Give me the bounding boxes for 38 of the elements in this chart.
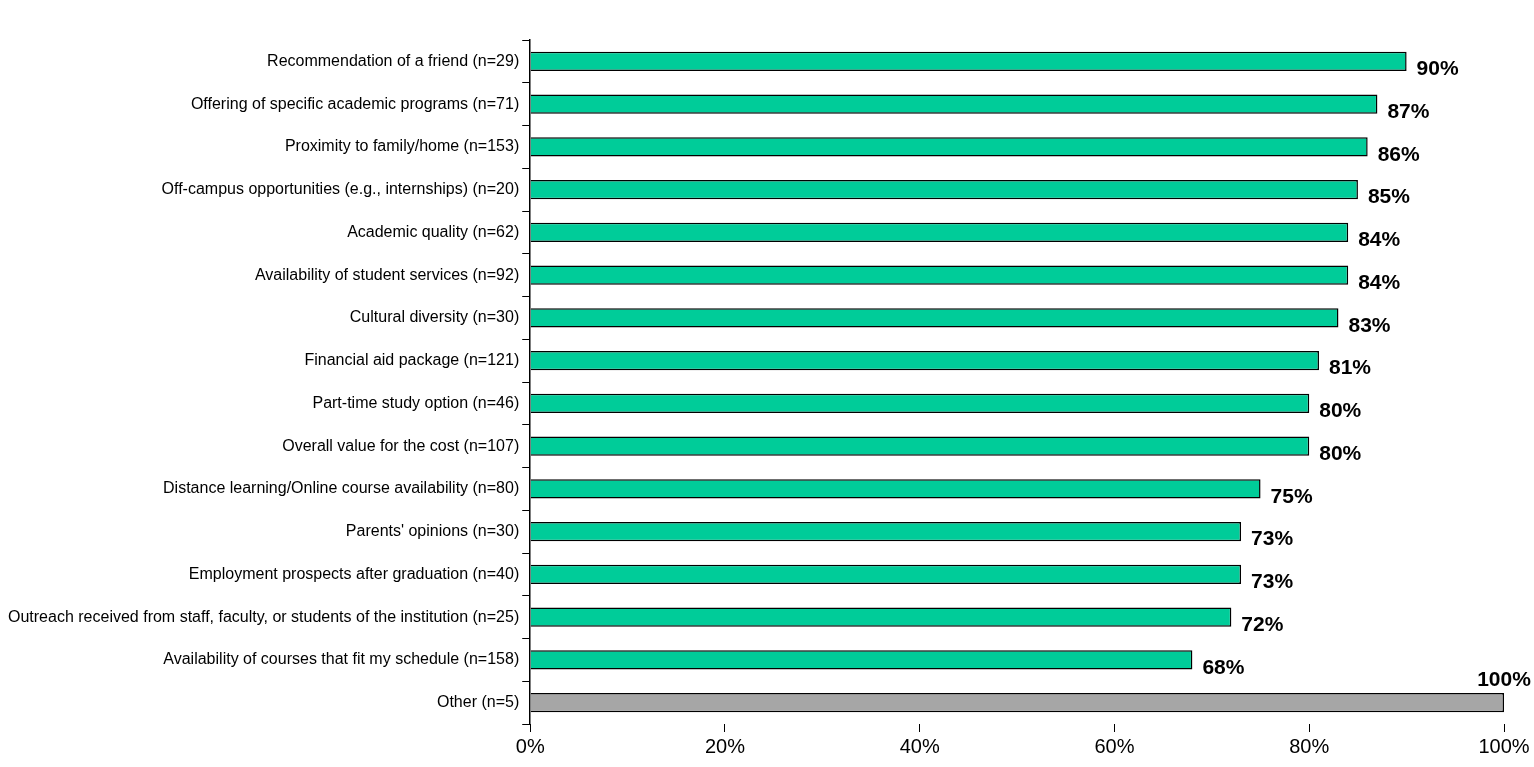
y-tick-label: Cultural diversity (n=30) (349, 308, 520, 326)
y-tick-label: Other (n=5) (436, 693, 520, 711)
y-tick-label: Offering of specific academic programs (n=71) (190, 94, 520, 112)
data-label: 83% (1348, 312, 1391, 336)
y-tick-label: Off-campus opportunities (e.g., internships) (n=20) (161, 180, 520, 198)
data-label: 84% (1358, 269, 1401, 293)
y-tick-label: Parents' opinions (n=30) (345, 522, 520, 540)
y-tick-label: Recommendation of a friend (n=29) (267, 51, 520, 69)
y-tick-label: Overall value for the cost (n=107) (282, 436, 520, 454)
x-tick-label: 40% (899, 734, 940, 757)
y-tick-label: Proximity to family/home (n=153) (284, 137, 520, 155)
y-tick-label: Financial aid package (n=121) (304, 351, 520, 369)
data-label: 84% (1358, 227, 1401, 251)
data-label: 100% (1477, 666, 1532, 690)
y-tick-label: Distance learning/Online course availability (n=80) (163, 479, 520, 497)
data-label: 73% (1251, 569, 1294, 593)
y-tick-label: Availability of courses that fit my schedule (n=158) (163, 650, 520, 668)
data-label: 86% (1377, 141, 1421, 165)
data-label: 80% (1319, 398, 1362, 422)
x-tick-label: 60% (1094, 734, 1135, 757)
y-tick-label: Part-time study option (n=46) (312, 393, 520, 411)
x-tick-label: 100% (1478, 734, 1530, 757)
data-label: 87% (1387, 98, 1430, 122)
data-label: 90% (1416, 56, 1459, 80)
y-tick-label: Availability of student services (n=92) (254, 265, 520, 283)
x-tick-label: 80% (1289, 734, 1330, 757)
data-label: 75% (1270, 483, 1313, 507)
data-label: 73% (1251, 526, 1294, 550)
y-tick-label: Employment prospects after graduation (n=40) (188, 564, 520, 582)
data-label: 85% (1367, 184, 1411, 208)
data-label: 80% (1319, 440, 1362, 464)
x-tick-label: 20% (704, 734, 746, 757)
data-label: 81% (1328, 355, 1372, 379)
x-tick-label: 0% (515, 734, 545, 757)
data-label: 68% (1202, 654, 1245, 678)
y-tick-label: Academic quality (n=62) (347, 222, 520, 240)
data-label: 72% (1241, 611, 1284, 635)
y-tick-label: Outreach received from staff, faculty, or students of the institution (n=25) (8, 607, 520, 625)
